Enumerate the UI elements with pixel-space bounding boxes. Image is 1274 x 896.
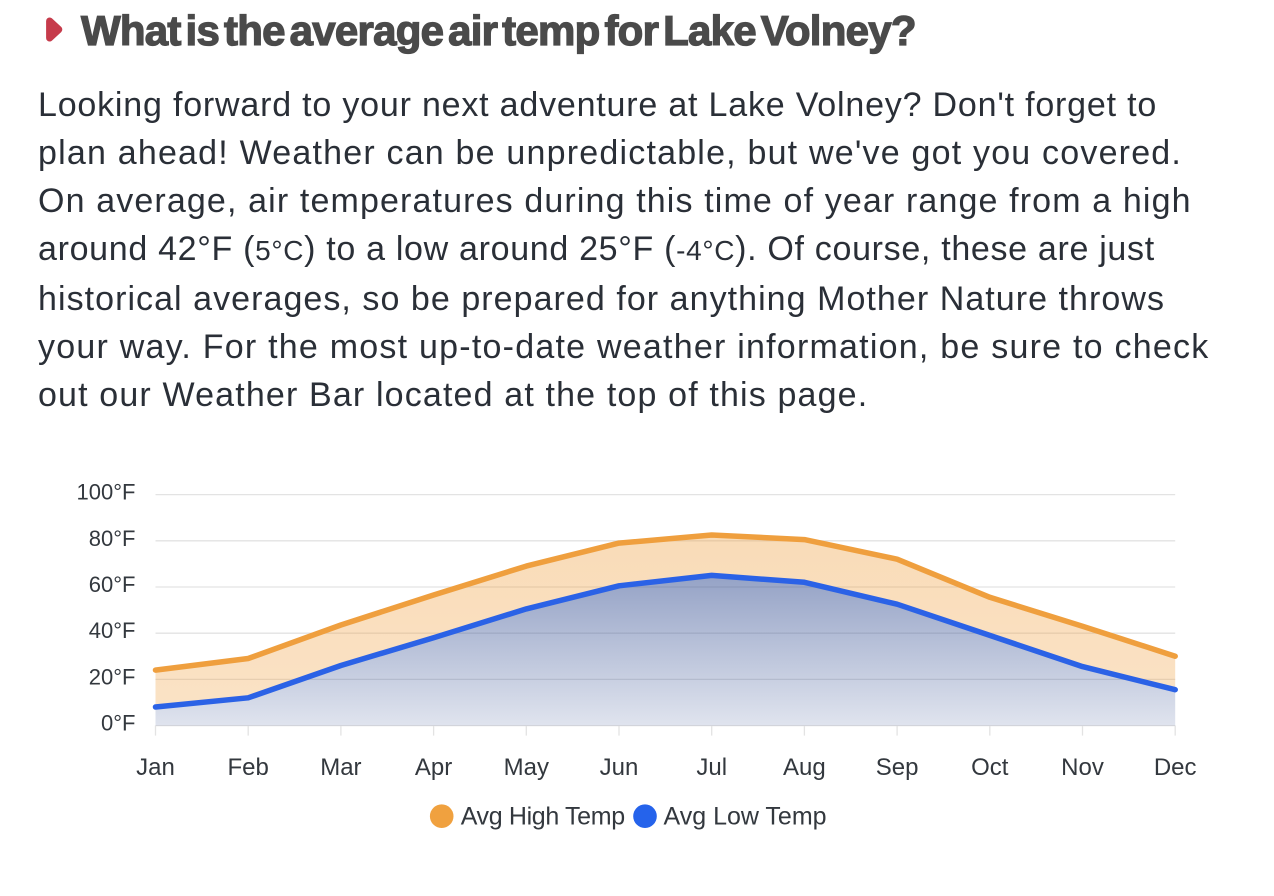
svg-text:Jul: Jul	[696, 754, 727, 781]
svg-text:Avg Low Temp: Avg Low Temp	[664, 803, 827, 831]
svg-text:Avg High Temp: Avg High Temp	[461, 803, 625, 831]
svg-text:Apr: Apr	[415, 754, 452, 781]
svg-text:Jan: Jan	[136, 754, 175, 781]
svg-text:80°F: 80°F	[89, 526, 136, 551]
svg-text:60°F: 60°F	[89, 572, 136, 597]
svg-text:100°F: 100°F	[77, 480, 136, 505]
svg-text:Jun: Jun	[600, 754, 639, 781]
svg-text:Nov: Nov	[1061, 754, 1104, 781]
svg-text:40°F: 40°F	[89, 618, 136, 643]
svg-text:Dec: Dec	[1154, 754, 1197, 781]
svg-text:Feb: Feb	[228, 754, 269, 781]
svg-text:May: May	[504, 754, 549, 781]
svg-text:Oct: Oct	[971, 754, 1009, 781]
svg-text:Aug: Aug	[783, 754, 826, 781]
svg-text:0°F: 0°F	[101, 711, 135, 736]
svg-text:Sep: Sep	[876, 754, 919, 781]
svg-text:Mar: Mar	[320, 754, 361, 781]
svg-text:20°F: 20°F	[89, 664, 136, 689]
